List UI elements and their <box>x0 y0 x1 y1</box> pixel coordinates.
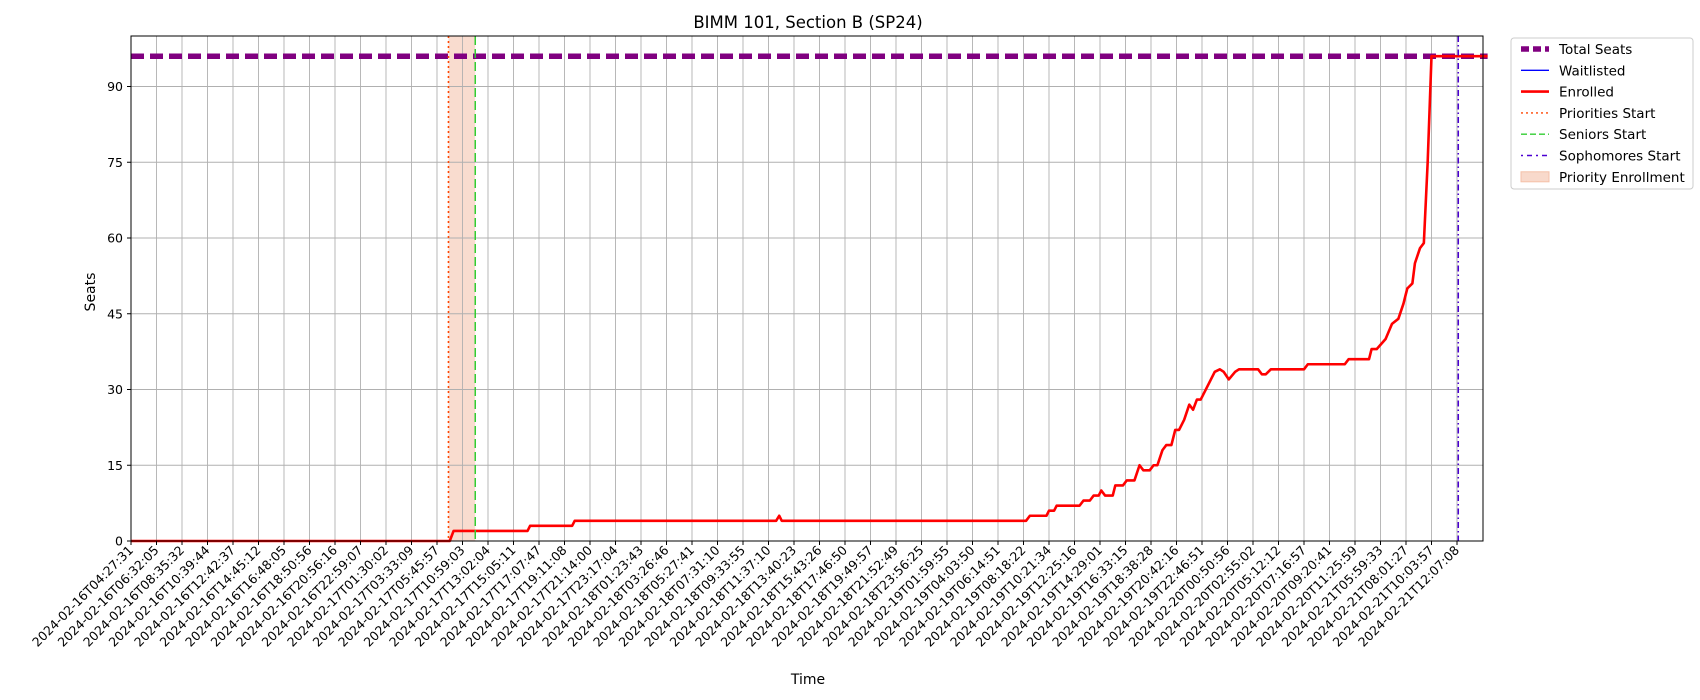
y-tick-label: 45 <box>107 306 123 321</box>
legend-swatch-priority-enrollment <box>1520 171 1550 183</box>
legend-label-waitlisted: Waitlisted <box>1559 63 1626 79</box>
y-tick-label: 15 <box>107 458 123 473</box>
series-lines <box>131 53 1488 543</box>
y-tick-label: 90 <box>107 79 123 94</box>
legend: Total Seats Waitlisted Enrolled Priorities … <box>1510 37 1694 190</box>
y-tick-label: 30 <box>107 382 123 397</box>
priority-enrollment-region <box>448 36 476 541</box>
chart-title: BIMM 101, Section B (SP24) <box>693 13 922 32</box>
legend-label-total-seats: Total Seats <box>1558 42 1632 58</box>
grid-lines <box>130 36 1483 542</box>
series-line-enrolled <box>131 54 1488 543</box>
x-tick-labels: 2024-02-16T04:27:312024-02-16T06:32:0520… <box>29 542 1462 649</box>
plot-background <box>131 36 1483 541</box>
legend-label-priorities-start: Priorities Start <box>1559 106 1655 122</box>
marker-lines <box>447 36 1460 541</box>
y-tick-label: 60 <box>107 231 123 246</box>
y-axis-label: Seats <box>83 273 99 312</box>
legend-label-enrolled: Enrolled <box>1559 85 1614 101</box>
priority-enrollment-band <box>448 36 476 541</box>
legend-label-seniors-start: Seniors Start <box>1559 127 1646 143</box>
legend-label-priority-enrollment: Priority Enrollment <box>1559 170 1685 186</box>
legend-box <box>1510 37 1694 190</box>
axes-frame <box>127 35 1484 545</box>
axes-border <box>130 35 1484 542</box>
y-tick-labels: 0 15 30 45 60 75 90 <box>107 79 123 549</box>
y-tick-label: 75 <box>107 155 123 170</box>
x-axis-label: Time <box>790 672 825 688</box>
plot-area <box>131 36 1483 541</box>
legend-label-sophomores-start: Sophomores Start <box>1559 149 1681 165</box>
y-tick-label: 0 <box>115 534 123 549</box>
